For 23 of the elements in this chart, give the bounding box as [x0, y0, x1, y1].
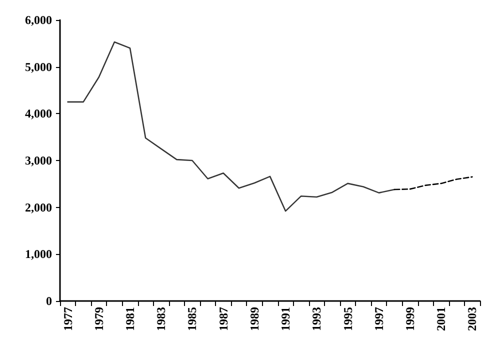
- x-tick-label: 1987: [216, 307, 230, 331]
- line-series: [67, 41, 396, 212]
- y-tick-label: 0: [46, 294, 52, 308]
- x-tick-label: 1995: [340, 307, 355, 331]
- x-tick-label: 1985: [185, 307, 200, 331]
- x-tick-label: 1997: [372, 307, 386, 331]
- y-tick-label: 1,000: [25, 247, 52, 262]
- x-tick-label: 1977: [60, 307, 75, 331]
- x-tick-label: 1991: [278, 307, 293, 331]
- y-tick-label: 2,000: [25, 200, 52, 214]
- line-series: [394, 176, 473, 190]
- x-tick-label: 1999: [403, 307, 417, 331]
- x-tick-label: 1979: [92, 307, 106, 331]
- x-tick-label: 1993: [310, 307, 324, 331]
- x-tick-label: 1983: [154, 307, 168, 331]
- x-tick-label: 2003: [465, 307, 480, 331]
- x-tick-label: 1981: [123, 307, 137, 331]
- x-tick-label: 2001: [434, 307, 448, 331]
- y-tick-label: 5,000: [25, 60, 52, 74]
- y-tick-label: 6,000: [25, 13, 52, 27]
- x-tick-label: 1989: [247, 307, 262, 331]
- y-tick-label: 3,000: [25, 154, 52, 168]
- y-tick-label: 4,000: [25, 106, 52, 121]
